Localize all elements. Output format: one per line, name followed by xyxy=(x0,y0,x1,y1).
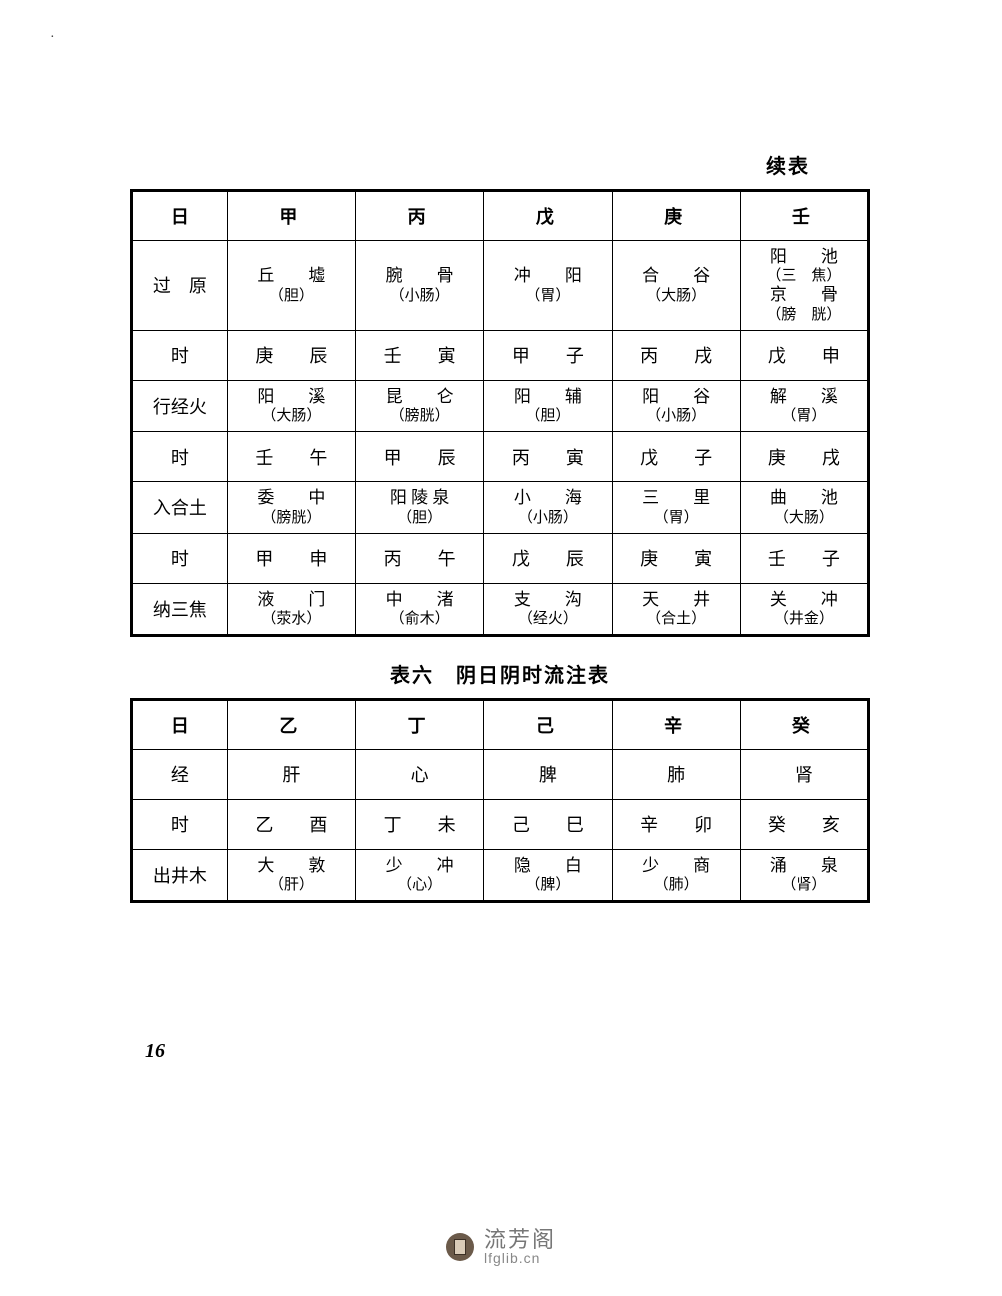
continuation-label: 续表 xyxy=(130,150,870,179)
table-1: 日甲丙戊庚壬过 原丘 墟（胆）腕 骨（小肠）冲 阳（胃）合 谷（大肠）阳 池（三… xyxy=(130,189,870,637)
table2-cell: 大 敦（肝） xyxy=(227,849,355,901)
table2-header-cell: 己 xyxy=(484,699,612,749)
table1-cell: 昆 仑（膀胱） xyxy=(356,380,484,431)
table1-row-label: 行经火 xyxy=(132,380,228,431)
table1-cell: 丙 寅 xyxy=(484,432,612,482)
table1-row-label: 时 xyxy=(132,330,228,380)
table1-cell: 戊 辰 xyxy=(484,533,612,583)
table2-cell: 心 xyxy=(356,749,484,799)
table2-cell: 肺 xyxy=(612,749,740,799)
table1-cell: 支 沟（经火） xyxy=(484,583,612,635)
table1-cell: 阳 陵 泉（胆） xyxy=(356,482,484,533)
table2-cell: 辛 卯 xyxy=(612,799,740,849)
table1-cell: 液 门（荥水） xyxy=(227,583,355,635)
table1-cell: 庚 辰 xyxy=(227,330,355,380)
table1-cell: 戊 子 xyxy=(612,432,740,482)
table1-cell: 甲 申 xyxy=(227,533,355,583)
table1-row-label: 时 xyxy=(132,432,228,482)
table1-row-label: 纳三焦 xyxy=(132,583,228,635)
table-2: 日乙丁己辛癸经肝心脾肺肾时乙 酉丁 未己 巳辛 卯癸 亥出井木大 敦（肝）少 冲… xyxy=(130,698,870,903)
page-number: 16 xyxy=(145,1040,165,1063)
table2-header-cell: 日 xyxy=(132,699,228,749)
page-content: 续表 日甲丙戊庚壬过 原丘 墟（胆）腕 骨（小肠）冲 阳（胃）合 谷（大肠）阳 … xyxy=(130,150,870,903)
footer-site-url: lfglib.cn xyxy=(484,1251,540,1266)
table1-cell: 合 谷（大肠） xyxy=(612,241,740,331)
table2-cell: 乙 酉 xyxy=(227,799,355,849)
table2-cell: 己 巳 xyxy=(484,799,612,849)
table2-row-label: 时 xyxy=(132,799,228,849)
table1-cell: 解 溪（胃） xyxy=(740,380,868,431)
table2-header-cell: 癸 xyxy=(740,699,868,749)
table1-cell: 阳 溪（大肠） xyxy=(227,380,355,431)
table2-cell: 丁 未 xyxy=(356,799,484,849)
table1-cell: 关 冲（井金） xyxy=(740,583,868,635)
table1-header-cell: 庚 xyxy=(612,191,740,241)
table1-cell: 阳 辅（胆） xyxy=(484,380,612,431)
table2-cell: 癸 亥 xyxy=(740,799,868,849)
table1-header-cell: 戊 xyxy=(484,191,612,241)
table1-cell: 庚 寅 xyxy=(612,533,740,583)
table1-cell: 丘 墟（胆） xyxy=(227,241,355,331)
table2-cell: 肝 xyxy=(227,749,355,799)
table1-cell: 庚 戌 xyxy=(740,432,868,482)
table1-cell: 阳 池（三 焦）京 骨（膀 胱） xyxy=(740,241,868,331)
table2-row-label: 出井木 xyxy=(132,849,228,901)
table1-cell: 甲 辰 xyxy=(356,432,484,482)
table1-header-cell: 丙 xyxy=(356,191,484,241)
table1-cell: 丙 午 xyxy=(356,533,484,583)
table2-row-label: 经 xyxy=(132,749,228,799)
table2-cell: 少 冲（心） xyxy=(356,849,484,901)
table2-cell: 脾 xyxy=(484,749,612,799)
scan-artifact: · xyxy=(50,30,55,46)
table1-cell: 丙 戌 xyxy=(612,330,740,380)
table2-cell: 少 商（肺） xyxy=(612,849,740,901)
table1-cell: 壬 寅 xyxy=(356,330,484,380)
table1-cell: 壬 子 xyxy=(740,533,868,583)
table1-cell: 小 海（小肠） xyxy=(484,482,612,533)
table1-cell: 阳 谷（小肠） xyxy=(612,380,740,431)
footer-site-name: 流芳阁 xyxy=(484,1228,556,1251)
table1-header-cell: 甲 xyxy=(227,191,355,241)
table1-cell: 壬 午 xyxy=(227,432,355,482)
table1-row-label: 入合土 xyxy=(132,482,228,533)
table1-cell: 冲 阳（胃） xyxy=(484,241,612,331)
table1-cell: 腕 骨（小肠） xyxy=(356,241,484,331)
table1-header-cell: 壬 xyxy=(740,191,868,241)
book-icon xyxy=(446,1233,474,1261)
table2-cell: 肾 xyxy=(740,749,868,799)
table1-cell: 戊 申 xyxy=(740,330,868,380)
table2-cell: 涌 泉（肾） xyxy=(740,849,868,901)
table2-header-cell: 辛 xyxy=(612,699,740,749)
table1-cell: 天 井（合土） xyxy=(612,583,740,635)
table2-header-cell: 乙 xyxy=(227,699,355,749)
table2-cell: 隐 白（脾） xyxy=(484,849,612,901)
table1-row-label: 时 xyxy=(132,533,228,583)
table1-cell: 曲 池（大肠） xyxy=(740,482,868,533)
table-2-caption: 表六 阴日阴时流注表 xyxy=(130,659,870,688)
table1-cell: 三 里（胃） xyxy=(612,482,740,533)
table1-cell: 甲 子 xyxy=(484,330,612,380)
table1-header-cell: 日 xyxy=(132,191,228,241)
table1-cell: 中 渚（俞木） xyxy=(356,583,484,635)
table1-cell: 委 中（膀胱） xyxy=(227,482,355,533)
footer: 流芳阁 lfglib.cn xyxy=(0,1228,1002,1266)
table2-header-cell: 丁 xyxy=(356,699,484,749)
table1-row-label: 过 原 xyxy=(132,241,228,331)
